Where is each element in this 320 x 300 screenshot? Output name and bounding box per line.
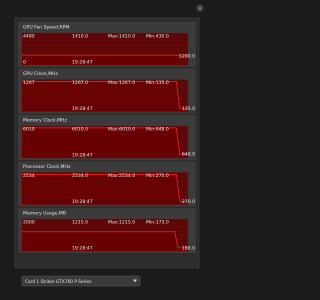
max-value: Max:1410.0 (108, 34, 135, 40)
graph-trace (22, 127, 188, 155)
min-value: Min:430.0 (146, 34, 169, 40)
graph-trace (22, 54, 188, 57)
max-value: Max:6010.0 (108, 127, 135, 133)
current-value: 2534.0 (72, 173, 88, 179)
time-label: 19:28:47 (72, 199, 93, 205)
time-label: 19:28:47 (72, 246, 93, 252)
panel-title: Memory Clock,MHz (23, 118, 68, 124)
time-label: 19:28:47 (72, 153, 93, 159)
close-icon[interactable]: × (198, 6, 202, 12)
min-value: Min:135.0 (146, 80, 169, 86)
close-button[interactable] (196, 4, 204, 12)
min-value: Min:270.0 (146, 173, 169, 179)
min-value: Min:173.0 (146, 220, 169, 226)
graph-area (22, 55, 188, 65)
last-value: 648.0 (182, 152, 195, 158)
graph-area (22, 127, 188, 158)
max-value: Max:2534.0 (108, 173, 135, 179)
graph-trace (22, 174, 188, 202)
last-value: 1290.0 (179, 54, 195, 60)
scale-max: 2000 (23, 220, 35, 226)
time-label: 19:28:47 (72, 106, 93, 112)
time-label: 19:28:47 (72, 60, 93, 66)
last-value: 135.0 (182, 106, 195, 112)
last-value: 270.0 (182, 199, 195, 205)
card-label[interactable]: Card 1 Striker GTX760 P Series (25, 279, 92, 285)
panel-title: GPU Clock,MHz (23, 71, 59, 77)
current-value: 6010.0 (72, 127, 88, 133)
max-value: Max:1215.0 (108, 220, 135, 226)
last-value: 188.0 (182, 245, 195, 251)
scale-min: 0 (23, 60, 26, 66)
monitor-window: × Card 1 Striker GTX760 P Series GPU Fan… (14, 4, 204, 287)
min-value: Min:648.0 (146, 127, 169, 133)
graph-area (22, 81, 188, 112)
page: × Card 1 Striker GTX760 P Series GPU Fan… (14, 4, 204, 287)
current-value: 1215.0 (72, 220, 88, 226)
panel-title: GPU Fan Speed,RPM (23, 25, 69, 31)
scale-max: 2534 (23, 173, 35, 179)
current-value: 1267.0 (72, 80, 88, 86)
scale-max: 1267 (23, 80, 35, 86)
panel-title: Memory Usage,MB (23, 211, 66, 217)
max-value: Max:1267.0 (108, 80, 135, 86)
panel-title: Processor Clock,MHz (23, 164, 71, 170)
dropdown-arrow[interactable] (133, 279, 137, 283)
graph-area (22, 174, 188, 205)
scale-max: 6010 (23, 127, 35, 133)
graph-area (22, 231, 188, 251)
card-select[interactable] (21, 275, 141, 287)
current-value: 1410.0 (72, 34, 88, 40)
graph-trace (22, 231, 188, 249)
scale-max: 4480 (23, 34, 35, 40)
graph-trace (22, 81, 188, 109)
